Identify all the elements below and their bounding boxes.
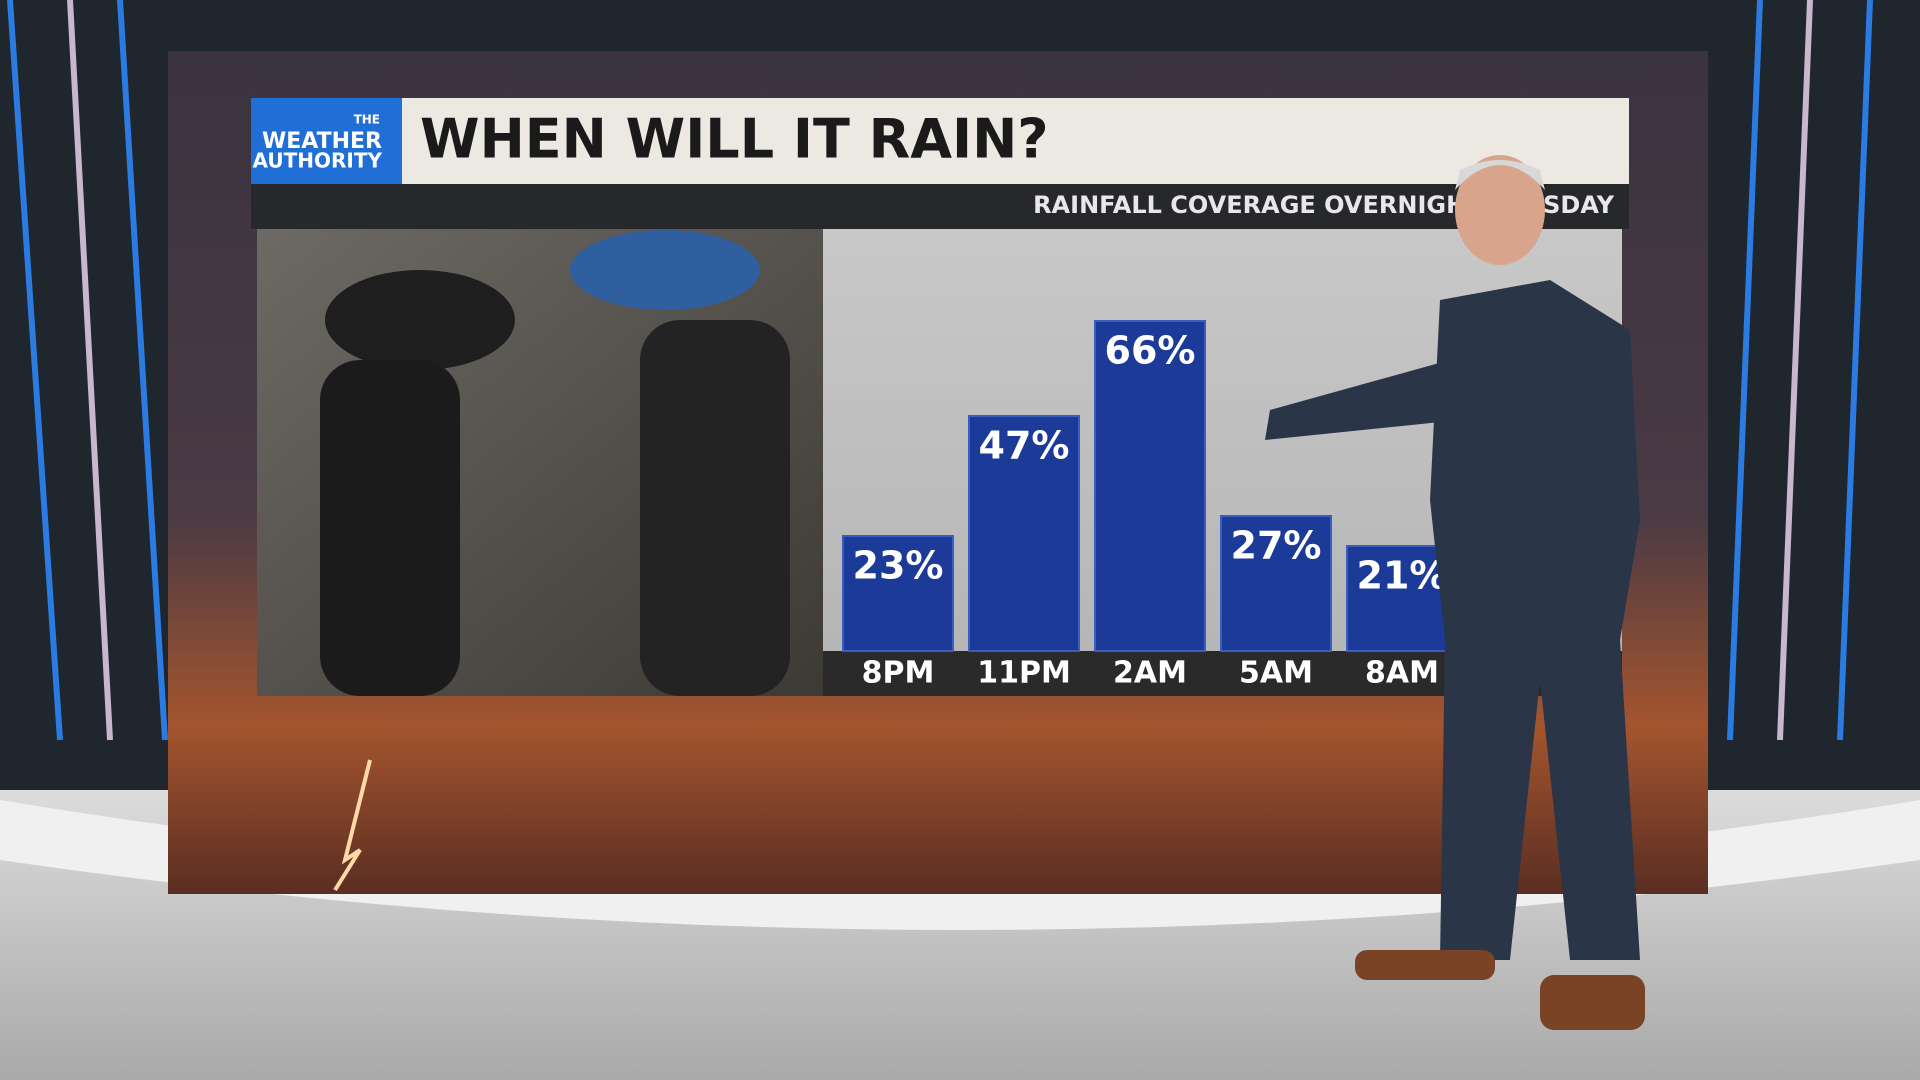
value-label: 66% — [1105, 329, 1196, 373]
header-bar — [251, 98, 1629, 184]
photo-person — [320, 360, 460, 696]
value-label: 27% — [1231, 524, 1322, 568]
photo-person — [640, 320, 790, 696]
value-label: 21% — [1357, 554, 1448, 598]
bar — [842, 535, 954, 652]
chart-title: WHEN WILL IT RAIN? — [420, 108, 1049, 171]
photo-umbrella — [325, 270, 515, 370]
x-tick-label: 5AM — [1239, 656, 1313, 691]
photo-umbrella — [570, 230, 760, 310]
value-label: 47% — [979, 424, 1070, 468]
subtitle-bar — [251, 184, 1629, 229]
logo-text: THE — [354, 113, 380, 127]
x-tick-label: 11PM — [977, 656, 1071, 691]
x-tick-label: 2AM — [1113, 656, 1187, 691]
lightning — [333, 759, 372, 892]
x-tick-label: 8PM — [862, 656, 935, 691]
bar — [1094, 320, 1206, 652]
logo-box — [251, 98, 402, 184]
bar — [968, 415, 1080, 652]
stage-edge — [0, 800, 1920, 930]
logo-text: WEATHER — [262, 129, 382, 154]
value-label: 23% — [853, 544, 944, 588]
presenter — [1265, 155, 1645, 1030]
logo-text: AUTHORITY — [253, 149, 383, 173]
wall-stripes — [7, 0, 1873, 741]
bar — [1220, 515, 1332, 652]
x-tick-label: 8AM — [1365, 656, 1439, 691]
